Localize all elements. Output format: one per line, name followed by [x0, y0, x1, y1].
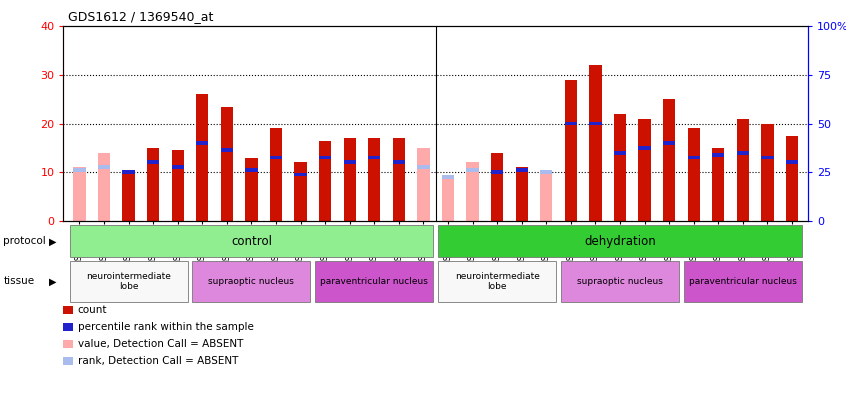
Bar [466, 162, 479, 221]
Bar [442, 177, 454, 221]
Bar [564, 122, 577, 126]
Bar [192, 261, 310, 302]
Bar [196, 141, 208, 145]
Bar [245, 158, 257, 221]
Bar [540, 170, 552, 221]
Bar [663, 141, 675, 145]
Bar [221, 148, 233, 152]
Bar [786, 136, 798, 221]
Bar [417, 148, 430, 221]
Bar [74, 167, 85, 221]
Bar [393, 160, 405, 164]
Bar [393, 138, 405, 221]
Text: neurointermediate
lobe: neurointermediate lobe [454, 272, 540, 291]
Bar [319, 156, 332, 160]
Bar [123, 170, 135, 221]
Bar [98, 153, 110, 221]
Bar [294, 173, 307, 177]
Text: supraoptic nucleus: supraoptic nucleus [577, 277, 663, 286]
Text: ▶: ▶ [49, 276, 56, 286]
Bar [515, 167, 528, 221]
Bar [69, 261, 188, 302]
Bar [196, 94, 208, 221]
Text: ▶: ▶ [49, 237, 56, 246]
Bar [270, 156, 282, 160]
Bar [98, 165, 110, 169]
Bar [69, 226, 433, 257]
Bar [147, 148, 159, 221]
Bar [737, 119, 749, 221]
Bar [147, 160, 159, 164]
Bar [319, 141, 332, 221]
Text: paraventricular nucleus: paraventricular nucleus [689, 277, 797, 286]
Bar [123, 170, 135, 174]
Text: protocol: protocol [3, 237, 47, 246]
Text: supraoptic nucleus: supraoptic nucleus [208, 277, 294, 286]
Bar [74, 168, 85, 172]
Text: dehydration: dehydration [584, 235, 656, 248]
Bar [491, 170, 503, 174]
Bar [712, 148, 724, 221]
Bar [590, 122, 602, 126]
Text: GDS1612 / 1369540_at: GDS1612 / 1369540_at [68, 10, 213, 23]
Bar [294, 162, 307, 221]
Bar [316, 261, 433, 302]
Bar [540, 170, 552, 174]
Bar [761, 124, 773, 221]
Bar [172, 165, 184, 169]
Bar [639, 119, 651, 221]
Bar [270, 128, 282, 221]
Bar [761, 156, 773, 160]
Bar [368, 156, 381, 160]
Bar [639, 146, 651, 150]
Bar [684, 261, 802, 302]
Text: neurointermediate
lobe: neurointermediate lobe [86, 272, 171, 291]
Text: rank, Detection Call = ABSENT: rank, Detection Call = ABSENT [78, 356, 239, 366]
Text: percentile rank within the sample: percentile rank within the sample [78, 322, 254, 332]
Bar [614, 151, 626, 155]
Bar [245, 168, 257, 172]
Bar [688, 156, 700, 160]
Bar [442, 175, 454, 179]
Bar [561, 261, 679, 302]
Text: count: count [78, 305, 107, 315]
Bar [491, 153, 503, 221]
Bar [221, 107, 233, 221]
Bar [688, 128, 700, 221]
Bar [466, 168, 479, 172]
Text: control: control [231, 235, 272, 248]
Bar [590, 65, 602, 221]
Text: paraventricular nucleus: paraventricular nucleus [321, 277, 428, 286]
Bar [417, 165, 430, 169]
Bar [343, 138, 356, 221]
Text: tissue: tissue [3, 276, 35, 286]
Bar [737, 151, 749, 155]
Bar [564, 80, 577, 221]
Bar [172, 150, 184, 221]
Bar [712, 153, 724, 157]
Bar [663, 99, 675, 221]
Bar [438, 261, 556, 302]
Bar [343, 160, 356, 164]
Bar [786, 160, 798, 164]
Bar [368, 138, 381, 221]
Text: value, Detection Call = ABSENT: value, Detection Call = ABSENT [78, 339, 243, 349]
Bar [515, 168, 528, 172]
Bar [438, 226, 802, 257]
Bar [614, 114, 626, 221]
